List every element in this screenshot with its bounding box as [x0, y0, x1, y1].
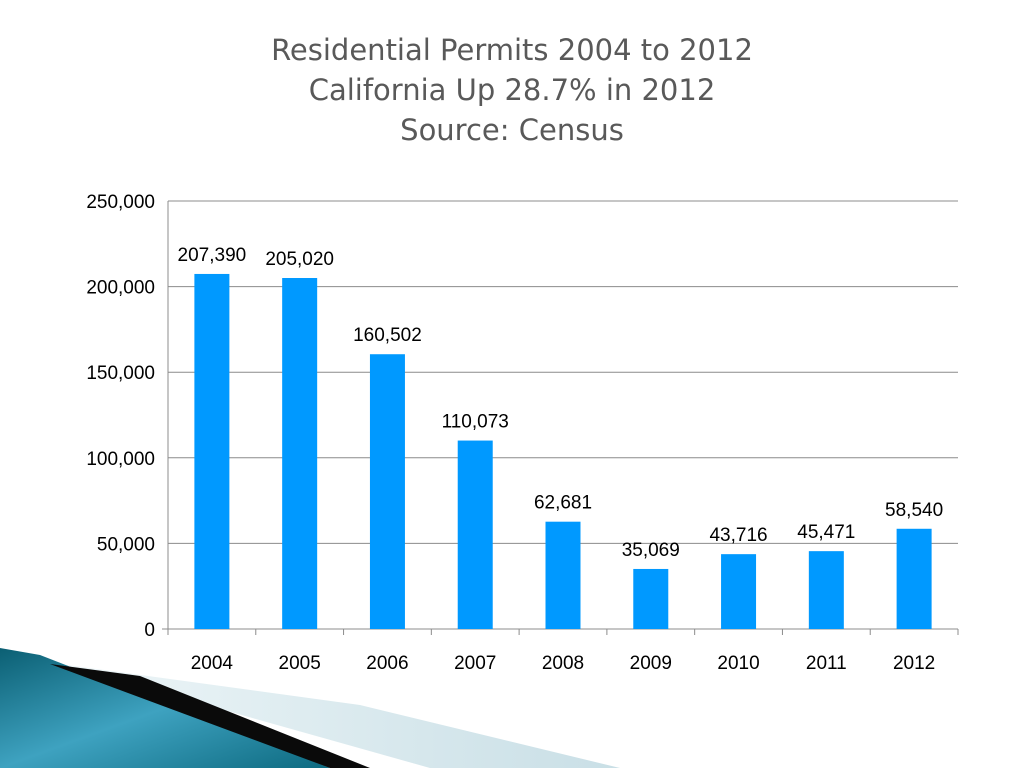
bar [369, 354, 405, 629]
chart-title-line-2: California Up 28.7% in 2012 [308, 73, 716, 107]
chart-title-line-3: Source: Census [400, 113, 624, 147]
bar [545, 521, 581, 629]
bar [282, 278, 318, 629]
x-tick-label: 2006 [366, 653, 408, 674]
data-label: 110,073 [442, 412, 509, 433]
x-tick-label: 2012 [893, 653, 935, 674]
data-label: 58,540 [885, 500, 943, 521]
bar [457, 440, 493, 629]
bar [633, 568, 669, 629]
decoration-pale-stripe [60, 664, 620, 768]
bar [808, 551, 844, 629]
y-tick-label: 250,000 [86, 192, 155, 213]
y-tick-label: 100,000 [86, 449, 155, 470]
data-label: 160,502 [353, 325, 422, 346]
data-label: 62,681 [534, 493, 592, 514]
chart-title-line-1: Residential Permits 2004 to 2012 [271, 33, 753, 67]
bar [896, 528, 932, 629]
decoration-black-stripe [50, 664, 370, 768]
chart-title: Residential Permits 2004 to 2012 Califor… [0, 30, 1024, 150]
x-tick-label: 2009 [630, 653, 672, 674]
bar [194, 273, 230, 629]
data-label: 205,020 [265, 249, 334, 270]
y-tick-label: 50,000 [97, 534, 155, 555]
data-label: 207,390 [178, 245, 247, 266]
x-tick-label: 2007 [454, 653, 496, 674]
x-tick-label: 2011 [806, 653, 847, 674]
x-tick-label: 2010 [717, 653, 759, 674]
data-label: 45,471 [797, 522, 855, 543]
data-label: 35,069 [622, 540, 680, 561]
x-tick-label: 2004 [191, 653, 234, 674]
y-tick-label: 0 [144, 620, 155, 641]
x-tick-label: 2005 [279, 653, 321, 674]
y-tick-label: 150,000 [86, 363, 155, 384]
x-tick-label: 2008 [542, 653, 584, 674]
decoration-teal-wave [0, 648, 330, 768]
data-label: 43,716 [709, 525, 767, 546]
bar [721, 554, 757, 629]
y-tick-label: 200,000 [86, 278, 155, 299]
